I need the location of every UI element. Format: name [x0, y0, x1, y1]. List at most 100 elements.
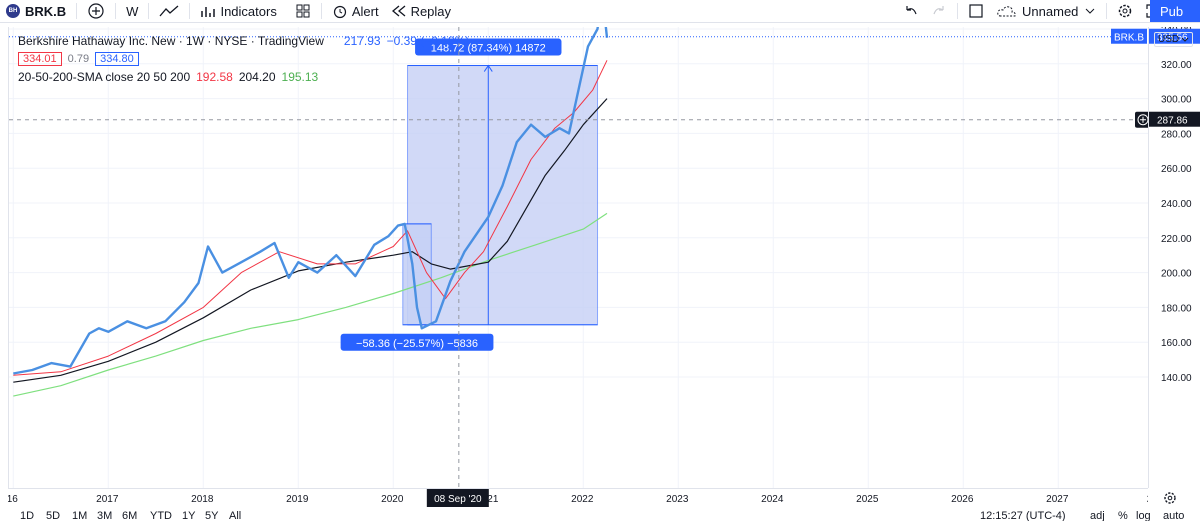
range-button-all[interactable]: All [229, 510, 242, 521]
redo-button[interactable] [925, 0, 953, 22]
indicators-label: Indicators [220, 3, 277, 19]
time-axis[interactable]: 1620172018201920202021202220232024202520… [8, 488, 1148, 509]
settings-button[interactable] [1111, 0, 1139, 22]
indicator-label[interactable]: 20-50-200-SMA close 20 50 200 [18, 70, 191, 84]
chevron-down-icon [1086, 8, 1095, 14]
sma200-value: 195.13 [281, 70, 319, 84]
bottom-right-item: 12:15:27 (UTC-4) [980, 510, 1066, 521]
interval-button[interactable]: W [120, 0, 144, 22]
legend-bid-ask-row: 334.01 0.79 334.80 [18, 50, 469, 68]
toolbar-divider [1106, 3, 1108, 19]
spread-value: 0.79 [67, 53, 90, 65]
publish-label: Pub [1160, 3, 1184, 19]
bottom-right-item[interactable]: auto [1163, 510, 1185, 521]
sma50-value: 204.20 [238, 70, 276, 84]
layout-name-button[interactable]: Unnamed [990, 0, 1102, 22]
range-button-ytd[interactable]: YTD [150, 510, 172, 521]
range-button-6m[interactable]: 6M [122, 510, 138, 521]
range-button-1d[interactable]: 1D [20, 510, 35, 521]
symbol-label: BRK.B [25, 3, 67, 19]
time-tick-label: 2019 [286, 494, 309, 505]
toolbar-divider [76, 3, 78, 19]
time-tick-label: 2026 [951, 494, 974, 505]
crosshair-price-label: 287.86 [1149, 111, 1200, 127]
crosshair: BRK.B [9, 27, 1149, 488]
currency-label: USD [1158, 34, 1180, 45]
legend-change: −0.39 (−0.18%) [386, 34, 470, 48]
series-lines [13, 27, 609, 397]
last-price-label-text: 335.56 [1157, 33, 1188, 44]
price-tick-label: 320.00 [1161, 60, 1192, 71]
rewind-icon [391, 5, 405, 17]
range-button-1m[interactable]: 1M [72, 510, 88, 521]
measure-box-gain[interactable] [407, 65, 599, 326]
measure-label-gain: 148.72 (87.34%) 14872 [415, 38, 562, 56]
legend-title[interactable]: Berkshire Hathaway Inc. New · 1W · NYSE … [18, 34, 324, 48]
crosshair-date-label-text: 08 Sep '20 [434, 494, 482, 505]
publish-button[interactable]: Pub [1150, 0, 1200, 22]
replay-label: Replay [410, 3, 452, 19]
range-button-5d[interactable]: 5D [46, 510, 61, 521]
layout-name-label: Unnamed [1022, 3, 1079, 19]
indicators-button[interactable]: Indicators [194, 0, 282, 22]
add-circle-icon [88, 3, 104, 19]
range-button-3m[interactable]: 3M [97, 510, 113, 521]
crosshair-plus-icon[interactable] [1135, 111, 1149, 128]
symbol-search[interactable]: BH BRK.B [0, 0, 72, 22]
toolbar-divider [957, 3, 959, 19]
symbol-price-tag-bg [1111, 28, 1147, 44]
alert-button[interactable]: Alert [326, 0, 385, 22]
cloud-icon [997, 6, 1016, 17]
axis-settings-button[interactable] [1162, 490, 1178, 511]
ask-price[interactable]: 334.80 [95, 52, 139, 66]
bottom-right-item[interactable]: adj [1090, 510, 1105, 521]
range-button-1y[interactable]: 1Y [182, 510, 196, 521]
price-tick-label: 260.00 [1161, 164, 1192, 175]
gear-icon [1119, 4, 1132, 18]
price-tick-label: 160.00 [1161, 338, 1192, 349]
chart-pane[interactable]: 148.72 (87.34%) 14872 −58.36 (−25.57%) −5… [8, 27, 1149, 488]
indicators-icon [201, 7, 216, 17]
bottom-toolbar: 1D 5D 1M 3M 6M YTD 1Y 5Y All 12:15:27 (UTC-4) adj%… [0, 510, 1200, 521]
series-line-sma20 [13, 60, 608, 376]
replay-button[interactable]: Replay [385, 0, 457, 22]
legend-indicator-row: 20-50-200-SMA close 20 50 200 192.58 204… [18, 68, 469, 86]
price-axis[interactable]: 140.00 160.00 180.00 200.00 220.00 240.00 260.… [1148, 27, 1200, 488]
toolbar-divider [320, 3, 322, 19]
price-tick-label: 240.00 [1161, 199, 1192, 210]
gear-icon [1164, 492, 1176, 504]
line-chart-icon [159, 5, 179, 17]
toolbar-divider [189, 3, 191, 19]
crosshair-price-label-bg [1149, 111, 1200, 127]
measure-label-loss-text: −58.36 (−25.57%) −5836 [356, 338, 478, 350]
bid-price[interactable]: 334.01 [18, 52, 62, 66]
redo-icon [933, 6, 944, 15]
range-button-5y[interactable]: 5Y [205, 510, 219, 521]
crosshair-price-label-text: 287.86 [1157, 116, 1188, 127]
time-tick-label: 2027 [1046, 494, 1069, 505]
plus-icon-cross [1140, 116, 1146, 123]
square-icon [969, 4, 983, 18]
measure-arrow-head [483, 64, 493, 72]
chevron-down-icon [1181, 37, 1189, 42]
fullscreen-toggle[interactable] [962, 0, 990, 22]
compare-button[interactable] [81, 0, 111, 22]
measure-label-gain-text: 148.72 (87.34%) 14872 [431, 43, 546, 55]
time-tick-label: 2023 [666, 494, 689, 505]
grid-icon [296, 4, 310, 18]
time-tick-label: 2022 [571, 494, 594, 505]
currency-selector[interactable]: USD [1154, 32, 1194, 47]
bottom-right-item[interactable]: log [1136, 510, 1151, 521]
bottom-right-item[interactable]: % [1118, 510, 1128, 521]
series-line-price [13, 27, 609, 375]
toolbar-divider [115, 3, 117, 19]
templates-button[interactable] [289, 0, 317, 22]
chart-type-button[interactable] [153, 0, 185, 22]
time-tick-label: 2025 [856, 494, 879, 505]
interval-label: W [126, 3, 139, 19]
time-tick-label: 2017 [96, 494, 119, 505]
price-tick-label: 140.00 [1161, 373, 1192, 384]
measure-label-loss: −58.36 (−25.57%) −5836 [340, 333, 494, 351]
undo-icon [906, 6, 917, 15]
undo-button[interactable] [897, 0, 925, 22]
